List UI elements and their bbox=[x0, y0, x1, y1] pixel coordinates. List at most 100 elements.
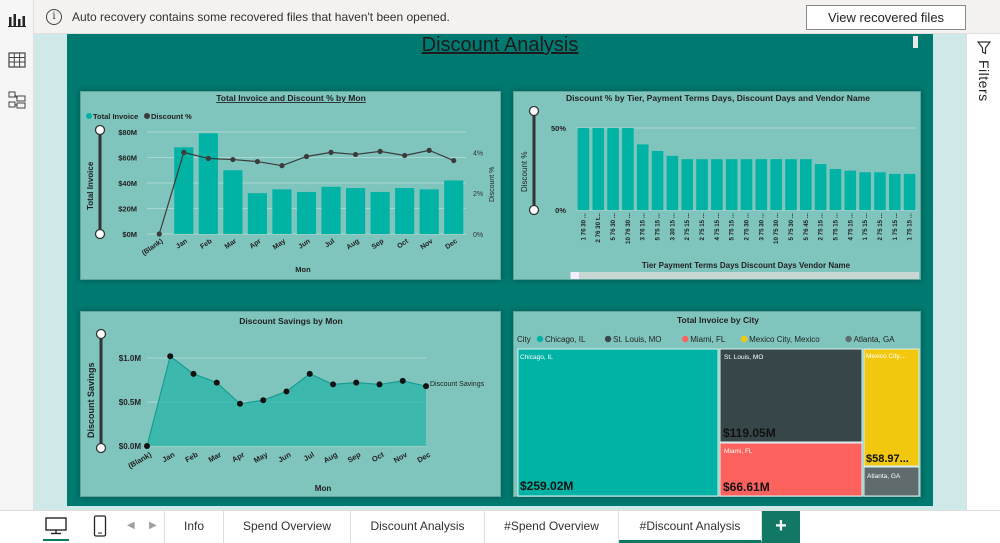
treemap-tile-label: St. Louis, MO bbox=[724, 354, 763, 361]
bar bbox=[725, 159, 738, 210]
filters-pane[interactable]: Filters bbox=[966, 34, 1000, 510]
x-axis-title: Mon bbox=[315, 484, 332, 493]
discount-point bbox=[451, 157, 457, 164]
invoice-discount-combo-chart[interactable]: Total Invoice and Discount % by Mon Total… bbox=[80, 91, 501, 280]
info-icon: i bbox=[46, 9, 62, 25]
bar bbox=[651, 150, 664, 210]
treemap-tile-value: $58.97... bbox=[866, 453, 909, 465]
bar bbox=[444, 180, 464, 234]
view-recovered-files-button[interactable]: View recovered files bbox=[806, 5, 966, 30]
page-title: Discount Analysis bbox=[421, 34, 579, 56]
x-tick-label: Dec bbox=[444, 238, 459, 251]
legend-swatch bbox=[740, 335, 748, 343]
bar bbox=[740, 159, 753, 210]
bar bbox=[592, 128, 605, 210]
discount-point bbox=[156, 231, 162, 237]
y-axis-title: Discount Savings bbox=[86, 362, 96, 438]
report-page: Discount Analysis Total Invoice and Disc… bbox=[67, 34, 933, 506]
horizontal-scrollbar-thumb bbox=[571, 272, 579, 279]
bar bbox=[577, 128, 590, 210]
x-tick-label: Nov bbox=[392, 450, 409, 465]
legend-total-invoice-label: Total Invoice bbox=[93, 112, 138, 121]
bar bbox=[370, 191, 390, 234]
x-tick-label: Apr bbox=[249, 238, 263, 251]
bar bbox=[681, 159, 693, 210]
discount-point bbox=[230, 156, 236, 163]
y-tick-label: $60M bbox=[118, 154, 137, 163]
legend-swatch bbox=[682, 335, 689, 343]
treemap-tile-label: Atlanta, GA bbox=[867, 473, 901, 480]
bar bbox=[607, 128, 619, 210]
legend-label: Chicago, IL bbox=[545, 335, 586, 344]
x-tick-label: 2 75 15 ... bbox=[818, 213, 825, 241]
x-tick-label: 5 75 30 ... bbox=[788, 213, 795, 241]
legend-swatch bbox=[845, 335, 852, 343]
x-tick-label: Jul bbox=[324, 238, 336, 250]
tab-info[interactable]: Info bbox=[164, 511, 224, 543]
city-invoice-treemap[interactable]: Total Invoice by City City Chicago, IL St. … bbox=[513, 311, 921, 497]
x-tick-label: 2 75 15 ... bbox=[684, 213, 691, 241]
treemap-tile bbox=[517, 348, 719, 497]
treemap-tile-value: $259.02M bbox=[520, 479, 573, 493]
mobile-layout-icon[interactable] bbox=[93, 515, 107, 542]
scroll-tabs-left-icon[interactable]: ◀ bbox=[127, 520, 135, 531]
treemap-tile bbox=[863, 466, 920, 497]
tab-discount-analysis[interactable]: Discount Analysis bbox=[351, 511, 485, 543]
savings-point bbox=[260, 397, 267, 404]
savings-point bbox=[190, 370, 197, 377]
bar bbox=[696, 159, 708, 210]
bar bbox=[419, 189, 439, 234]
canvas-scrollbar-thumb[interactable] bbox=[913, 36, 918, 48]
x-tick-label: Aug bbox=[346, 238, 361, 252]
bar bbox=[888, 173, 901, 210]
v2-slider-bottom-handle bbox=[528, 204, 540, 216]
scroll-tabs-right-icon[interactable]: ▶ bbox=[149, 520, 157, 531]
x-tick-label: 3 75 30 ... bbox=[758, 213, 765, 241]
x-tick-label: 10 76 30 ... bbox=[625, 213, 632, 244]
bar bbox=[223, 170, 243, 234]
view-switcher-rail bbox=[0, 0, 34, 510]
savings-point bbox=[376, 381, 383, 388]
model-view-icon[interactable] bbox=[5, 88, 29, 112]
legend-label: Atlanta, GA bbox=[854, 335, 896, 344]
discount-point bbox=[303, 153, 310, 160]
x-tick-label: 4 75 15 ... bbox=[714, 213, 721, 241]
filter-funnel-icon[interactable] bbox=[977, 41, 991, 55]
city-treemap-svg: Total Invoice by City City Chicago, IL St. … bbox=[517, 315, 920, 497]
filters-pane-label[interactable]: Filters bbox=[976, 60, 992, 102]
chart-title: Discount Savings by Mon bbox=[239, 316, 342, 326]
savings-point bbox=[353, 379, 360, 386]
y-tick-label: 50% bbox=[551, 124, 566, 133]
y-axis-title: Discount % bbox=[520, 152, 529, 192]
bar bbox=[770, 159, 782, 210]
bar bbox=[272, 189, 292, 234]
legend-label: Mexico City, Mexico bbox=[749, 335, 820, 344]
tab-spend-overview[interactable]: Spend Overview bbox=[224, 511, 351, 543]
table-view-icon[interactable] bbox=[5, 48, 29, 72]
y-tick-label: 0% bbox=[555, 206, 566, 215]
discount-savings-area-chart[interactable]: Discount Savings by Mon Discount Savings $… bbox=[80, 311, 501, 497]
bar bbox=[247, 193, 267, 234]
tab-hash-spend-overview[interactable]: #Spend Overview bbox=[485, 511, 619, 543]
x-tick-label: 1 75 15 ... bbox=[892, 213, 899, 241]
discount-point bbox=[402, 152, 408, 159]
x-tick-label: 5 75 15 ... bbox=[832, 213, 839, 241]
bar bbox=[814, 164, 827, 210]
desktop-layout-icon[interactable] bbox=[43, 517, 69, 541]
legend-swatch bbox=[604, 335, 612, 343]
v3-slider-top-handle bbox=[95, 328, 107, 340]
x-tick-label: 5 75 15 ... bbox=[729, 213, 736, 241]
y-axis-title: Total Invoice bbox=[86, 161, 95, 210]
add-page-button[interactable]: + bbox=[762, 511, 800, 543]
tier-discount-bar-chart[interactable]: Discount % by Tier, Payment Terms Days, … bbox=[513, 91, 921, 280]
tab-hash-discount-analysis[interactable]: #Discount Analysis bbox=[619, 511, 762, 543]
chart-title: Total Invoice by City bbox=[677, 315, 759, 325]
discount-point bbox=[181, 149, 187, 155]
bar bbox=[829, 169, 842, 210]
savings-point bbox=[306, 370, 313, 377]
discount-point bbox=[352, 151, 359, 158]
x-tick-label: 5 76 30 ... bbox=[610, 213, 617, 241]
report-view-icon[interactable] bbox=[5, 7, 29, 31]
bar bbox=[198, 133, 218, 234]
